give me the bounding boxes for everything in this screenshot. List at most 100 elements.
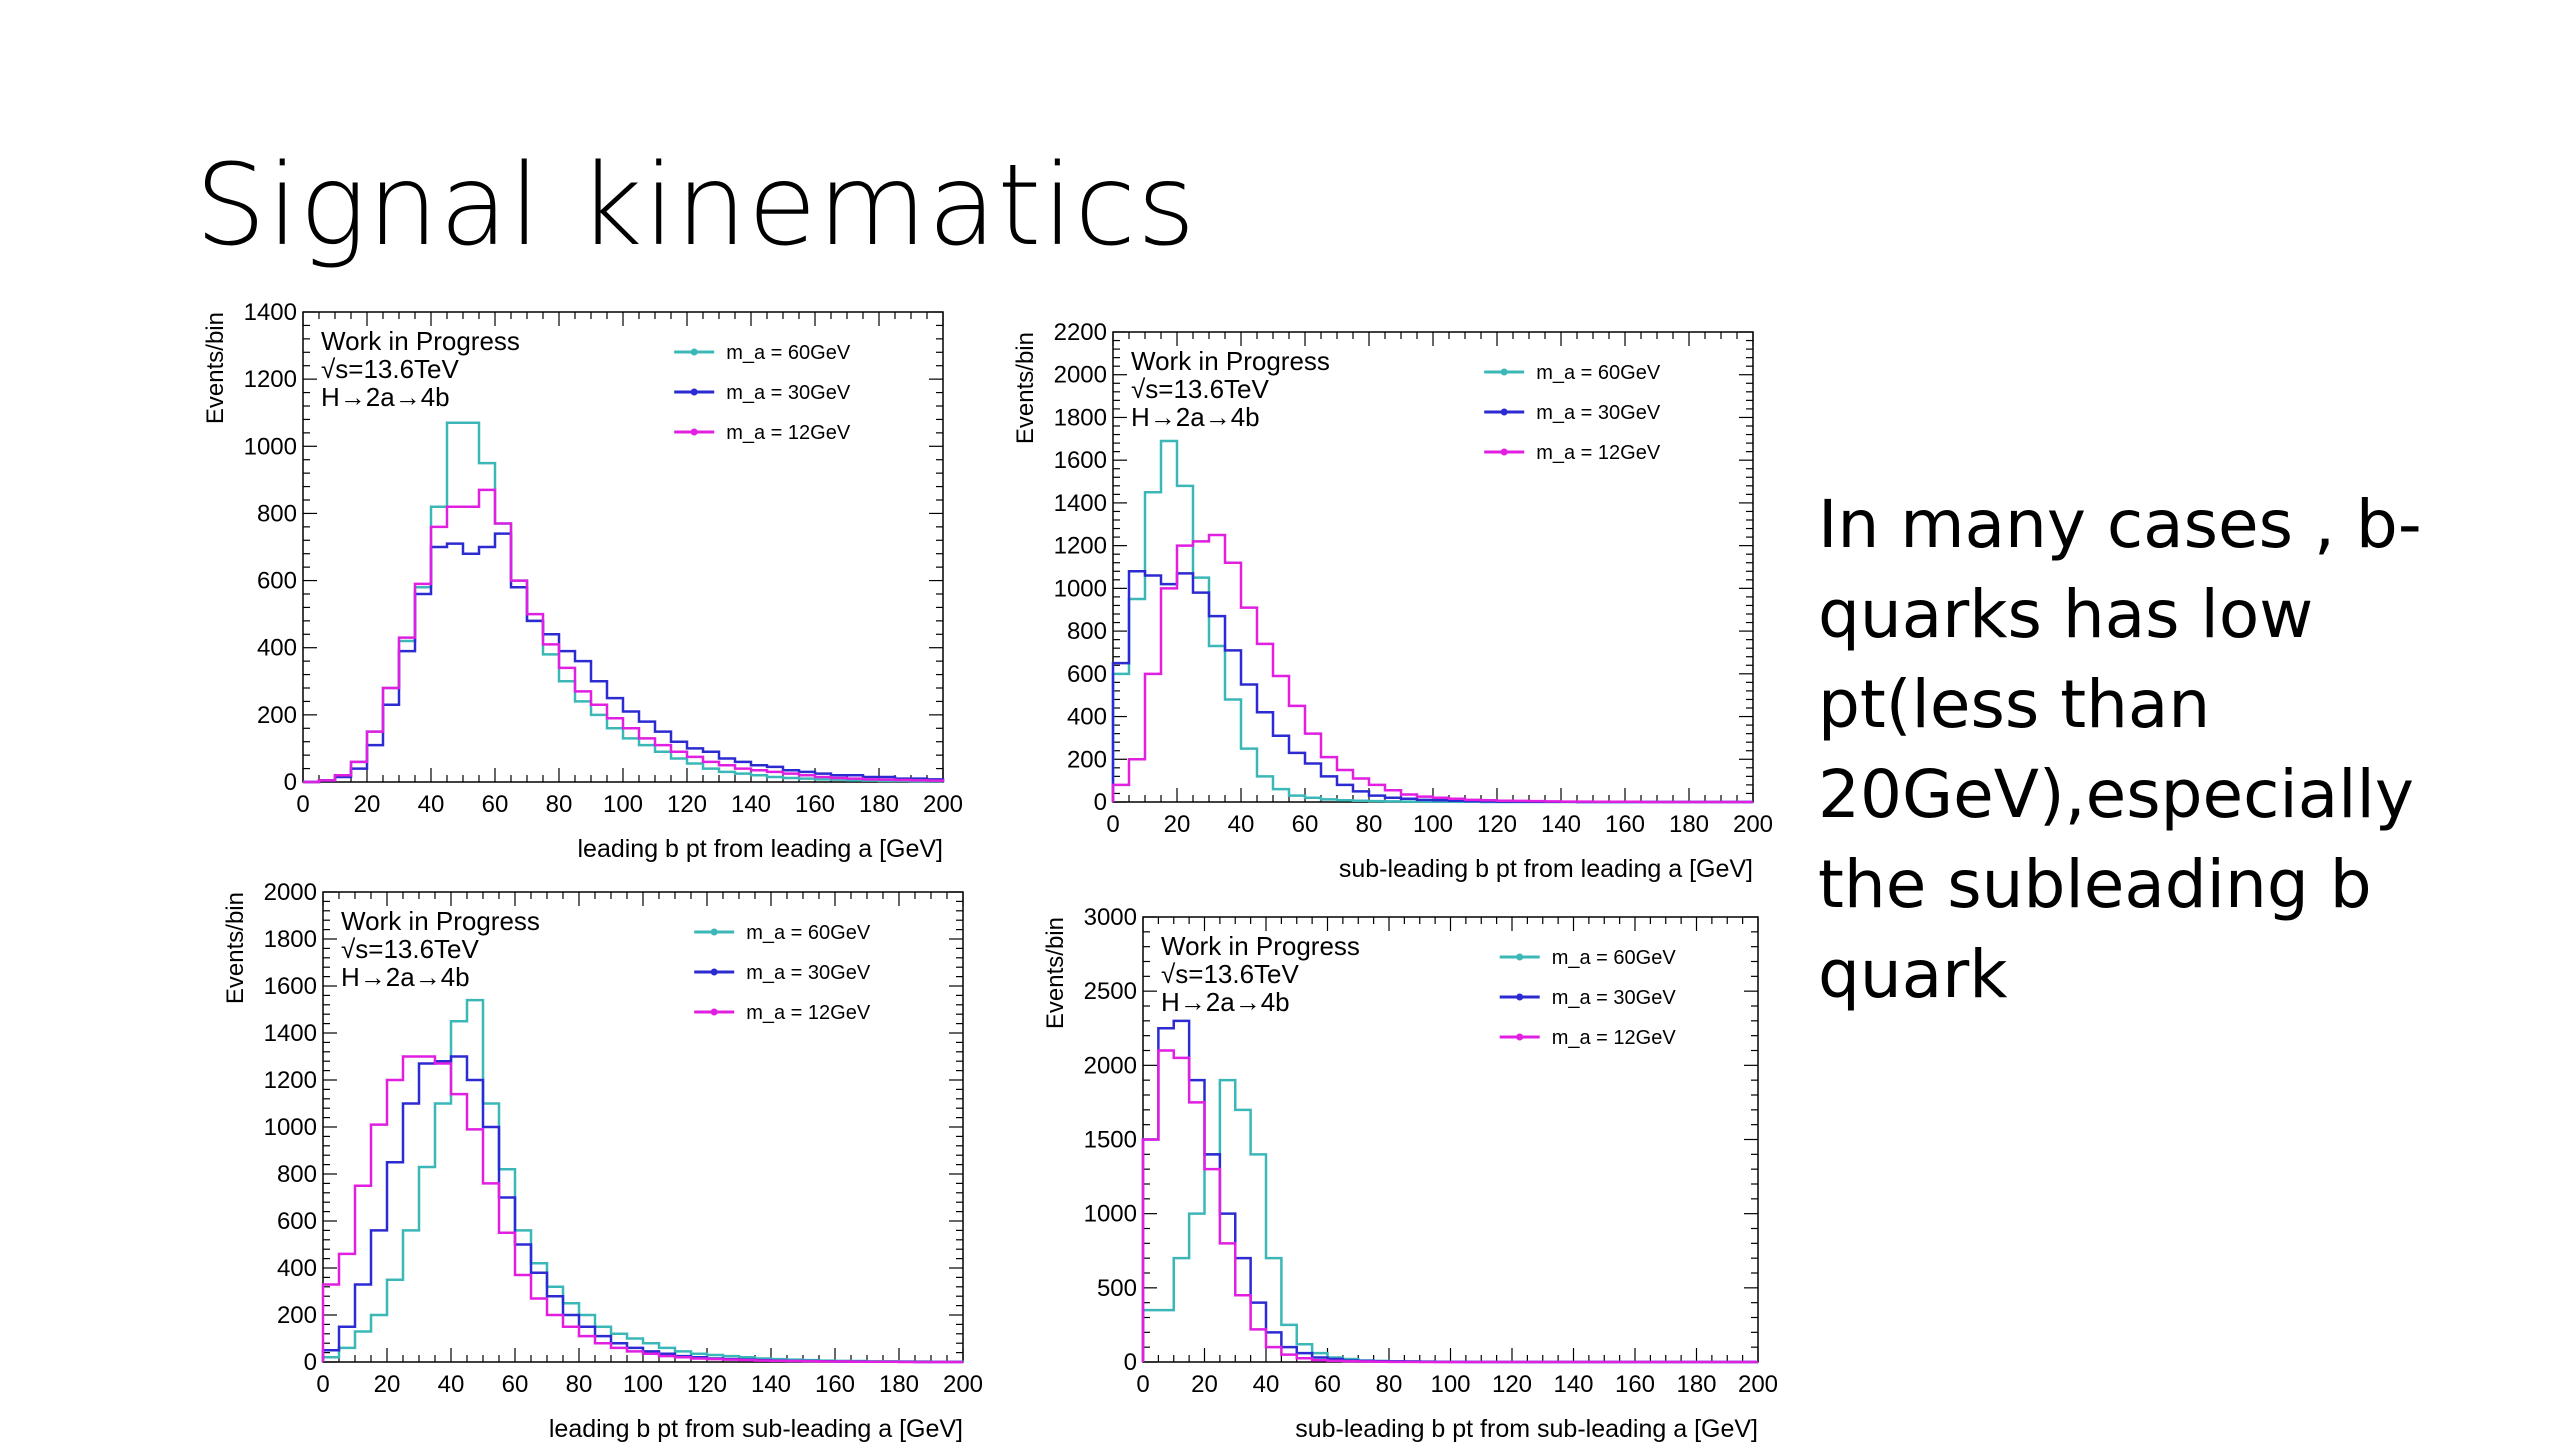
x-tick-label: 60 xyxy=(1314,1371,1341,1398)
y-tick-label: 1500 xyxy=(1084,1127,1137,1154)
histogram-series xyxy=(321,998,965,1364)
legend-marker xyxy=(1516,993,1524,1001)
x-tick-label: 20 xyxy=(1164,811,1191,838)
plot-annotation: H→2a→4b xyxy=(341,962,470,992)
x-tick-label: 120 xyxy=(1477,811,1517,838)
y-tick-label: 2000 xyxy=(1054,362,1107,389)
x-tick-label: 140 xyxy=(1553,1371,1593,1398)
legend-label: m_a = 60GeV xyxy=(1552,947,1677,969)
legend-label: m_a = 60GeV xyxy=(726,342,851,364)
x-tick-label: 140 xyxy=(1541,811,1581,838)
plot-annotation: Work in Progress xyxy=(1161,931,1360,961)
side-note: In many cases , b- quarks has low pt(les… xyxy=(1818,480,2458,1020)
x-tick-label: 100 xyxy=(623,1371,663,1398)
legend-marker xyxy=(1516,953,1524,961)
plot-annotation: √s=13.6TeV xyxy=(321,354,460,384)
x-tick-label: 180 xyxy=(1669,811,1709,838)
x-tick-label: 200 xyxy=(923,791,963,818)
y-tick-label: 2500 xyxy=(1084,978,1137,1005)
y-tick-label: 1800 xyxy=(1054,404,1107,431)
x-tick-label: 160 xyxy=(1605,811,1645,838)
legend-marker xyxy=(1500,368,1508,376)
x-tick-label: 140 xyxy=(751,1371,791,1398)
x-tick-label: 0 xyxy=(1136,1371,1149,1398)
y-tick-label: 1000 xyxy=(1054,575,1107,602)
x-axis-label: leading b pt from leading a [GeV] xyxy=(577,835,943,863)
y-axis-label: Events/bin xyxy=(1012,332,1039,444)
x-tick-label: 140 xyxy=(731,791,771,818)
y-tick-label: 3000 xyxy=(1084,904,1137,931)
x-tick-label: 100 xyxy=(1430,1371,1470,1398)
side-note-line: quark xyxy=(1818,936,2008,1013)
plot-annotation: √s=13.6TeV xyxy=(1131,374,1270,404)
plot-annotation: √s=13.6TeV xyxy=(341,934,480,964)
plot-annotation: H→2a→4b xyxy=(321,382,450,412)
legend-label: m_a = 30GeV xyxy=(1552,987,1677,1009)
y-tick-label: 200 xyxy=(1067,746,1107,773)
legend-label: m_a = 60GeV xyxy=(746,922,871,944)
y-tick-label: 2200 xyxy=(1054,319,1107,346)
histogram-series xyxy=(1111,533,1753,804)
slide-title: Signal kinematics xyxy=(195,141,1197,271)
x-tick-label: 20 xyxy=(374,1371,401,1398)
x-tick-label: 40 xyxy=(1253,1371,1280,1398)
x-tick-label: 0 xyxy=(316,1371,329,1398)
x-tick-label: 180 xyxy=(859,791,899,818)
legend-label: m_a = 30GeV xyxy=(1536,402,1661,424)
y-tick-label: 0 xyxy=(1094,789,1107,816)
legend-label: m_a = 30GeV xyxy=(726,382,851,404)
x-tick-label: 80 xyxy=(546,791,573,818)
histogram-leading-b-leading-a: 0 20 40 60 80 100 120 140 160 180 200 0 200 400 600 800… xyxy=(202,299,963,863)
histogram-subleading-b-leading-a: 0 20 40 60 80 100 120 140 160 180 2000200400600800… xyxy=(1012,319,1773,883)
y-tick-label: 600 xyxy=(1067,661,1107,688)
x-tick-label: 180 xyxy=(1676,1371,1716,1398)
legend-marker xyxy=(710,1008,718,1016)
histogram-series xyxy=(303,488,945,784)
histogram-series xyxy=(1111,439,1753,804)
y-tick-label: 400 xyxy=(1067,704,1107,731)
histogram-leading-b-subleading-a: 0 20 40 60 80 100 120 140 160 180 2000200400600800… xyxy=(222,879,983,1443)
legend-marker xyxy=(710,968,718,976)
side-note-line: quarks has low xyxy=(1818,576,2314,653)
y-tick-label: 0 xyxy=(304,1349,317,1376)
legend-marker xyxy=(710,928,718,936)
x-tick-label: 120 xyxy=(667,791,707,818)
x-tick-label: 20 xyxy=(1191,1371,1218,1398)
y-tick-label: 500 xyxy=(1097,1275,1137,1302)
histogram-series xyxy=(1141,1049,1758,1364)
y-tick-label: 1400 xyxy=(1054,490,1107,517)
y-tick-label: 200 xyxy=(257,702,297,729)
x-tick-label: 120 xyxy=(687,1371,727,1398)
x-tick-label: 20 xyxy=(354,791,381,818)
y-tick-label: 600 xyxy=(277,1208,317,1235)
y-tick-label: 0 xyxy=(284,769,297,796)
y-tick-label: 1200 xyxy=(244,366,297,393)
plot-annotation: H→2a→4b xyxy=(1131,402,1260,432)
x-axis-label: sub-leading b pt from sub-leading a [GeV… xyxy=(1295,1415,1758,1443)
legend-label: m_a = 60GeV xyxy=(1536,362,1661,384)
legend-marker xyxy=(1500,448,1508,456)
x-tick-label: 160 xyxy=(815,1371,855,1398)
x-tick-label: 40 xyxy=(1228,811,1255,838)
y-tick-label: 800 xyxy=(1067,618,1107,645)
x-tick-label: 120 xyxy=(1492,1371,1532,1398)
histogram-series xyxy=(321,1055,963,1364)
x-tick-label: 160 xyxy=(1615,1371,1655,1398)
plot-annotation: Work in Progress xyxy=(321,326,520,356)
y-tick-label: 2000 xyxy=(264,879,317,906)
y-tick-label: 400 xyxy=(277,1255,317,1282)
legend-marker xyxy=(690,348,698,356)
legend-marker xyxy=(690,428,698,436)
side-note-line: In many cases , b- xyxy=(1818,486,2422,563)
y-tick-label: 800 xyxy=(277,1161,317,1188)
legend-label: m_a = 12GeV xyxy=(1552,1027,1677,1049)
x-tick-label: 200 xyxy=(1733,811,1773,838)
histogram-series xyxy=(303,421,945,784)
x-axis-label: leading b pt from sub-leading a [GeV] xyxy=(549,1415,963,1443)
x-tick-label: 40 xyxy=(418,791,445,818)
histogram-series xyxy=(303,532,945,784)
y-tick-label: 1600 xyxy=(264,973,317,1000)
plot-annotation: H→2a→4b xyxy=(1161,987,1290,1017)
y-tick-label: 600 xyxy=(257,568,297,595)
side-note-line: 20GeV),especially xyxy=(1818,756,2414,833)
